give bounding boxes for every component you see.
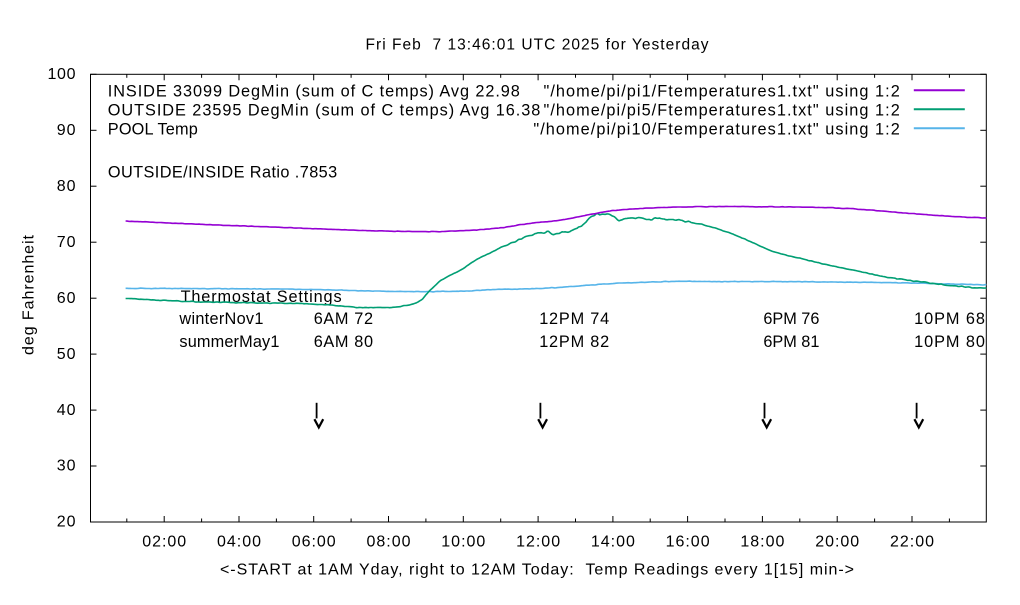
svg-text:12:00: 12:00 bbox=[516, 533, 560, 550]
svg-text:Fri Feb 7 13:46:01 UTC 2025 f: Fri Feb 7 13:46:01 UTC 2025 for Yesterda… bbox=[366, 36, 709, 53]
svg-text:<-START at 1AM Yday, right to: <-START at 1AM Yday, right to 12AM Today… bbox=[220, 562, 854, 579]
svg-text:6PM 76: 6PM 76 bbox=[763, 310, 819, 328]
svg-text:12PM 74: 12PM 74 bbox=[539, 310, 609, 328]
svg-text:22:00: 22:00 bbox=[890, 533, 934, 550]
svg-text:30: 30 bbox=[57, 458, 76, 475]
svg-text:deg Fahrenheit: deg Fahrenheit bbox=[21, 234, 38, 355]
svg-text:"/home/pi/pi1/Ftemperatures1.t: "/home/pi/pi1/Ftemperatures1.txt" using … bbox=[544, 83, 900, 101]
svg-text:OUTSIDE 23595 DegMin (sum of C: OUTSIDE 23595 DegMin (sum of C temps) Av… bbox=[108, 102, 541, 120]
svg-text:40: 40 bbox=[57, 402, 76, 419]
svg-text:02:00: 02:00 bbox=[142, 533, 186, 550]
svg-text:10:00: 10:00 bbox=[441, 533, 485, 550]
svg-text:winterNov1: winterNov1 bbox=[178, 310, 263, 328]
svg-text:50: 50 bbox=[57, 346, 76, 363]
svg-text:INSIDE 33099 DegMin (sum of C: INSIDE 33099 DegMin (sum of C temps) Avg… bbox=[108, 83, 520, 101]
svg-text:"/home/pi/pi5/Ftemperatures1.t: "/home/pi/pi5/Ftemperatures1.txt" using … bbox=[544, 102, 900, 120]
svg-text:"/home/pi/pi10/Ftemperatures1.: "/home/pi/pi10/Ftemperatures1.txt" using… bbox=[533, 120, 899, 138]
svg-text:10PM 80: 10PM 80 bbox=[914, 333, 985, 351]
svg-text:100: 100 bbox=[48, 66, 76, 83]
svg-text:18:00: 18:00 bbox=[740, 533, 784, 550]
svg-text:6AM 72: 6AM 72 bbox=[314, 310, 373, 328]
svg-text:08:00: 08:00 bbox=[367, 533, 411, 550]
svg-text:70: 70 bbox=[57, 234, 76, 251]
svg-text:16:00: 16:00 bbox=[666, 533, 710, 550]
svg-text:20: 20 bbox=[57, 514, 76, 531]
svg-text:60: 60 bbox=[57, 290, 76, 307]
svg-text:6PM 81: 6PM 81 bbox=[763, 333, 819, 351]
svg-text:10PM 68: 10PM 68 bbox=[914, 310, 985, 328]
svg-text:80: 80 bbox=[57, 178, 76, 195]
svg-text:6AM 80: 6AM 80 bbox=[314, 333, 373, 351]
svg-text:90: 90 bbox=[57, 122, 76, 139]
svg-text:summerMay1: summerMay1 bbox=[179, 333, 279, 351]
svg-text:20:00: 20:00 bbox=[815, 533, 859, 550]
svg-text:POOL Temp: POOL Temp bbox=[108, 120, 198, 138]
svg-text:06:00: 06:00 bbox=[292, 533, 336, 550]
svg-text:04:00: 04:00 bbox=[217, 533, 261, 550]
svg-text:14:00: 14:00 bbox=[591, 533, 635, 550]
svg-text:OUTSIDE/INSIDE Ratio .7853: OUTSIDE/INSIDE Ratio .7853 bbox=[108, 163, 337, 181]
svg-text:Thermostat Settings: Thermostat Settings bbox=[181, 288, 342, 306]
svg-text:12PM 82: 12PM 82 bbox=[539, 333, 609, 351]
